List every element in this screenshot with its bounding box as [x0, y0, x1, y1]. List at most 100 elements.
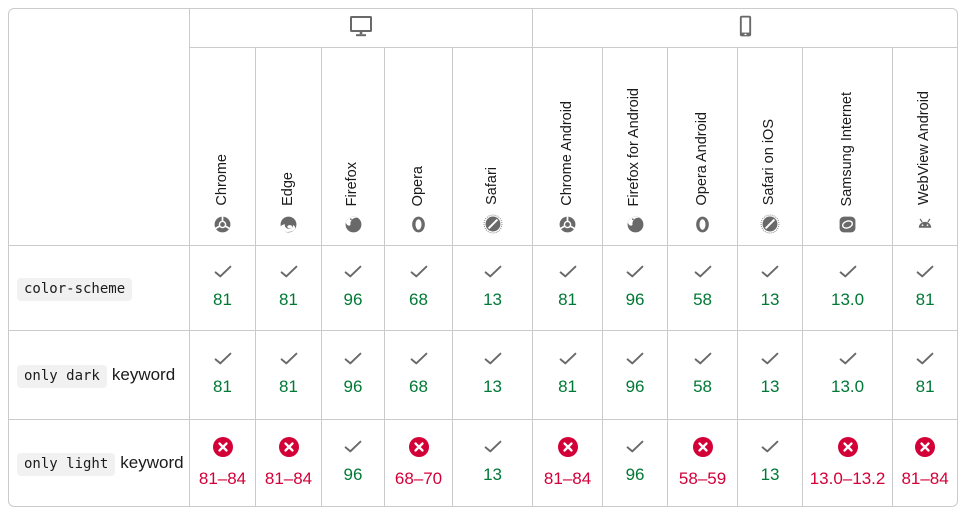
- firefox-icon: [344, 215, 363, 234]
- samsung-internet-icon: [838, 215, 857, 234]
- support-cell[interactable]: 13.0–13.2: [802, 419, 893, 506]
- support-cell[interactable]: 81: [892, 245, 958, 330]
- support-cell[interactable]: 96: [321, 330, 384, 419]
- check-icon: [559, 265, 577, 278]
- browser-header-row: Chrome Edge Firefox Opera Safari Chrome …: [9, 47, 958, 245]
- browser-name: Safari on iOS: [761, 118, 778, 205]
- check-icon: [839, 352, 857, 365]
- version-label: 68–70: [394, 468, 443, 488]
- support-cell[interactable]: 13: [737, 330, 803, 419]
- version-label: 13.0: [831, 377, 865, 397]
- support-cell[interactable]: 13: [452, 330, 533, 419]
- x-circle-icon: [558, 437, 578, 457]
- support-cell[interactable]: 81: [532, 330, 603, 419]
- support-cell[interactable]: 58–59: [667, 419, 738, 506]
- opera-icon: [693, 215, 712, 234]
- column-header-firefox-android: Firefox for Android: [602, 47, 668, 245]
- check-icon: [214, 265, 232, 278]
- desktop-platform-header: [189, 9, 532, 47]
- feature-row-only-light: only light keyword 81–84 81–84 96 68–70: [9, 419, 958, 506]
- version-label: 81–84: [198, 468, 247, 488]
- version-label: 96: [625, 377, 645, 397]
- feature-suffix: keyword: [111, 365, 176, 384]
- feature-row-header: only light keyword: [9, 419, 189, 506]
- support-cell[interactable]: 81: [189, 330, 255, 419]
- version-label: 68: [409, 290, 428, 310]
- check-icon: [626, 440, 644, 453]
- check-icon: [214, 352, 232, 365]
- browser-compat-table: Chrome Edge Firefox Opera Safari Chrome …: [8, 8, 959, 507]
- version-label: 81–84: [901, 468, 949, 488]
- edge-icon: [279, 215, 298, 234]
- feature-row-header: only dark keyword: [9, 330, 189, 419]
- support-cell[interactable]: 96: [602, 419, 668, 506]
- support-cell[interactable]: 81: [255, 245, 321, 330]
- column-header-safari-ios: Safari on iOS: [737, 47, 803, 245]
- browser-name: Firefox: [344, 161, 361, 206]
- check-icon: [344, 352, 362, 365]
- support-cell[interactable]: 13: [737, 419, 803, 506]
- support-cell[interactable]: 81: [255, 330, 321, 419]
- feature-code: only dark: [17, 365, 107, 388]
- support-cell[interactable]: 68: [384, 245, 452, 330]
- support-cell[interactable]: 58: [667, 245, 738, 330]
- chrome-icon: [558, 215, 577, 234]
- support-cell[interactable]: 58: [667, 330, 738, 419]
- support-cell[interactable]: 81–84: [892, 419, 958, 506]
- support-cell[interactable]: 81–84: [189, 419, 255, 506]
- support-cell[interactable]: 13: [452, 245, 533, 330]
- support-cell[interactable]: 81: [532, 245, 603, 330]
- support-cell[interactable]: 96: [602, 330, 668, 419]
- column-header-opera-android: Opera Android: [667, 47, 738, 245]
- check-icon: [484, 440, 502, 453]
- support-cell[interactable]: 13.0: [802, 245, 893, 330]
- check-icon: [916, 352, 934, 365]
- feature-row-only-dark: only dark keyword 81 81 96 68: [9, 330, 958, 419]
- version-label: 81: [915, 290, 935, 310]
- support-cell[interactable]: 96: [321, 419, 384, 506]
- check-icon: [344, 440, 362, 453]
- version-label: 13: [483, 377, 502, 397]
- support-cell[interactable]: 13: [737, 245, 803, 330]
- version-label: 68: [409, 377, 428, 397]
- version-label: 13: [760, 290, 780, 310]
- feature-code: only light: [17, 453, 116, 476]
- platform-header-row: [9, 9, 957, 47]
- column-header-edge: Edge: [255, 47, 321, 245]
- version-label: 81: [558, 377, 577, 397]
- support-cell[interactable]: 81: [892, 330, 958, 419]
- browser-name: Firefox for Android: [626, 87, 643, 206]
- support-cell[interactable]: 81: [189, 245, 255, 330]
- check-icon: [694, 352, 712, 365]
- support-cell[interactable]: 81–84: [532, 419, 603, 506]
- support-cell[interactable]: 81–84: [255, 419, 321, 506]
- support-cell[interactable]: 96: [602, 245, 668, 330]
- check-icon: [280, 265, 298, 278]
- browser-name: Opera Android: [693, 112, 710, 206]
- support-cell[interactable]: 13.0: [802, 330, 893, 419]
- chrome-icon: [213, 215, 232, 234]
- support-cell[interactable]: 68–70: [384, 419, 452, 506]
- mobile-platform-header: [532, 9, 957, 47]
- x-circle-icon: [213, 437, 233, 457]
- column-header-webview-android: WebView Android: [892, 47, 958, 245]
- check-icon: [839, 265, 857, 278]
- version-label: 13: [483, 465, 502, 485]
- check-icon: [626, 352, 644, 365]
- check-icon: [484, 352, 502, 365]
- x-circle-icon: [915, 437, 935, 457]
- version-label: 81–84: [264, 468, 313, 488]
- x-circle-icon: [279, 437, 299, 457]
- version-label: 13: [760, 465, 780, 485]
- version-label: 81: [915, 377, 935, 397]
- support-cell[interactable]: 68: [384, 330, 452, 419]
- support-cell[interactable]: 96: [321, 245, 384, 330]
- version-label: 13.0: [831, 290, 865, 310]
- check-icon: [410, 352, 428, 365]
- feature-suffix: keyword: [120, 453, 184, 472]
- safari-icon: [760, 214, 780, 234]
- check-icon: [761, 352, 779, 365]
- support-cell[interactable]: 13: [452, 419, 533, 506]
- check-icon: [916, 265, 934, 278]
